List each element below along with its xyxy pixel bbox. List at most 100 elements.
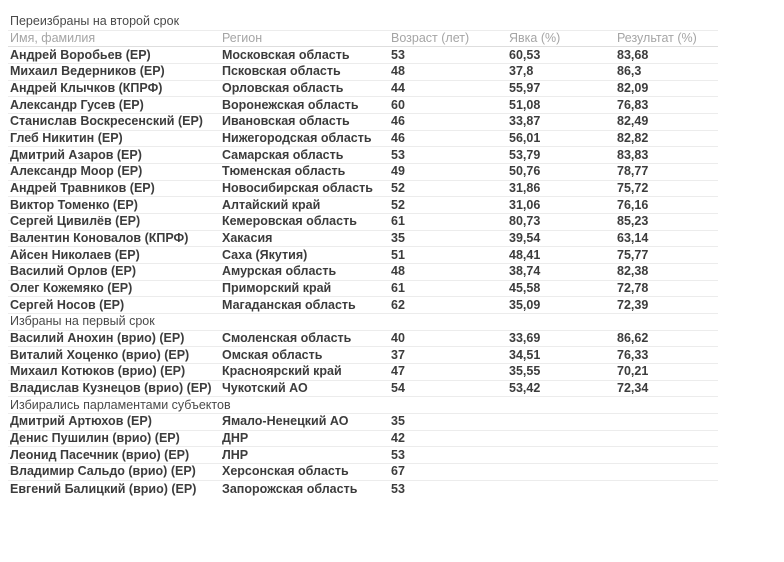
cell-region: Херсонская область <box>222 464 349 479</box>
section-header-row: Избирались парламентами субъектов <box>8 397 718 415</box>
table-row: Станислав Воскресенский (ЕР) Ивановская о… <box>8 114 718 131</box>
table-row: Дмитрий Азаров (ЕР) Самарская область 53 53… <box>8 147 718 165</box>
cell-age: 46 <box>391 131 405 146</box>
table-row: Сергей Носов (ЕР) Магаданская область 62 35… <box>8 297 718 315</box>
cell-result: 76,83 <box>617 97 649 112</box>
cell-region: Запорожская область <box>222 481 358 496</box>
cell-turnout: 80,73 <box>509 214 541 229</box>
cell-name: Василий Орлов (ЕР) <box>10 264 137 279</box>
cell-region: Воронежская область <box>222 97 359 112</box>
cell-result: 76,16 <box>617 197 649 212</box>
cell-turnout: 50,76 <box>509 164 541 179</box>
cell-turnout: 51,08 <box>509 97 541 112</box>
cell-name: Андрей Воробьев (ЕР) <box>10 47 151 62</box>
table-row: Виктор Томенко (ЕР) Алтайский край 52 31,06… <box>8 197 718 215</box>
cell-turnout: 60,53 <box>509 47 541 62</box>
table-row: Айсен Николаев (ЕР) Саха (Якутия) 51 48,41 7… <box>8 247 718 265</box>
cell-region: Приморский край <box>222 281 332 296</box>
cell-name: Станислав Воскресенский (ЕР) <box>10 114 203 129</box>
cell-age: 53 <box>391 47 405 62</box>
cell-turnout: 38,74 <box>509 264 541 279</box>
section-title: Избирались парламентами субъектов <box>10 397 231 412</box>
cell-age: 54 <box>391 381 405 396</box>
cell-result: 75,72 <box>617 181 649 196</box>
cell-result: 76,33 <box>617 347 649 362</box>
cell-region: Псковская область <box>222 64 341 79</box>
cell-region: Чукотский АО <box>222 381 308 396</box>
cell-result: 83,83 <box>617 147 649 162</box>
table-row: Василий Орлов (ЕР) Амурская область 48 38,7… <box>8 264 718 281</box>
cell-name: Дмитрий Азаров (ЕР) <box>10 147 142 162</box>
table-row: Василий Анохин (врио) (ЕР) Смоленская обл… <box>8 331 718 348</box>
table-row: Глеб Никитин (ЕР) Нижегородская область 46… <box>8 131 718 148</box>
cell-name: Глеб Никитин (ЕР) <box>10 131 123 146</box>
cell-region: Саха (Якутия) <box>222 247 308 262</box>
cell-age: 48 <box>391 264 405 279</box>
cell-region: Орловская область <box>222 81 344 96</box>
cell-age: 53 <box>391 481 405 496</box>
cell-name: Михаил Котюков (врио) (ЕР) <box>10 364 186 379</box>
cell-region: Самарская область <box>222 147 344 162</box>
cell-region: Магаданская область <box>222 297 356 312</box>
cell-age: 37 <box>391 347 405 362</box>
table-row: Андрей Воробьев (ЕР) Московская область 53… <box>8 47 718 65</box>
cell-name: Владислав Кузнецов (врио) (ЕР) <box>10 381 212 396</box>
cell-name: Андрей Клычков (КПРФ) <box>10 81 163 96</box>
section-header-row: Избраны на первый срок <box>8 314 718 331</box>
table-row: Евгений Балицкий (врио) (ЕР) Запорожская … <box>8 481 718 498</box>
cell-name: Александр Моор (ЕР) <box>10 164 143 179</box>
cell-region: Тюменская область <box>222 164 346 179</box>
column-header-region: Регион <box>222 31 263 45</box>
cell-region: Амурская область <box>222 264 337 279</box>
cell-region: Московская область <box>222 47 350 62</box>
cell-result: 83,68 <box>617 47 649 62</box>
cell-result: 86,62 <box>617 331 649 346</box>
cell-name: Айсен Николаев (ЕР) <box>10 247 140 262</box>
cell-region: ДНР <box>222 431 249 446</box>
cell-turnout: 39,54 <box>509 231 541 246</box>
cell-region: Ямало-Ненецкий АО <box>222 414 349 429</box>
cell-turnout: 56,01 <box>509 131 541 146</box>
cell-age: 48 <box>391 64 405 79</box>
cell-turnout: 33,87 <box>509 114 541 129</box>
cell-region: Смоленская область <box>222 331 352 346</box>
cell-name: Денис Пушилин (врио) (ЕР) <box>10 431 180 446</box>
cell-result: 72,34 <box>617 381 649 396</box>
cell-result: 78,77 <box>617 164 649 179</box>
cell-name: Леонид Пасечник (врио) (ЕР) <box>10 447 190 462</box>
cell-turnout: 48,41 <box>509 247 541 262</box>
cell-turnout: 35,55 <box>509 364 541 379</box>
cell-name: Сергей Цивилёв (ЕР) <box>10 214 141 229</box>
cell-age: 62 <box>391 297 405 312</box>
column-header-turnout: Явка (%) <box>509 31 561 45</box>
table-row: Денис Пушилин (врио) (ЕР) ДНР 42 <box>8 431 718 448</box>
cell-age: 47 <box>391 364 405 379</box>
cell-age: 53 <box>391 147 405 162</box>
cell-age: 35 <box>391 231 405 246</box>
cell-result: 82,82 <box>617 131 649 146</box>
cell-name: Виталий Хоценко (врио) (ЕР) <box>10 347 190 362</box>
cell-region: ЛНР <box>222 447 249 462</box>
cell-turnout: 55,97 <box>509 81 541 96</box>
cell-age: 49 <box>391 164 405 179</box>
cell-result: 82,09 <box>617 81 649 96</box>
cell-age: 44 <box>391 81 405 96</box>
cell-turnout: 45,58 <box>509 281 541 296</box>
table-row: Олег Кожемяко (ЕР) Приморский край 61 45,58… <box>8 281 718 298</box>
cell-age: 61 <box>391 214 405 229</box>
column-header-name: Имя, фамилия <box>10 31 96 45</box>
section-header-row: Переизбраны на второй срок <box>8 14 718 31</box>
section-title: Избраны на первый срок <box>10 314 155 329</box>
cell-region: Алтайский край <box>222 197 321 212</box>
table-row: Андрей Клычков (КПРФ) Орловская область 44… <box>8 81 718 98</box>
cell-turnout: 35,09 <box>509 297 541 312</box>
cell-name: Дмитрий Артюхов (ЕР) <box>10 414 152 429</box>
cell-region: Новосибирская область <box>222 181 373 196</box>
cell-result: 70,21 <box>617 364 649 379</box>
table-row: Леонид Пасечник (врио) (ЕР) ЛНР 53 <box>8 447 718 465</box>
cell-result: 82,38 <box>617 264 649 279</box>
cell-age: 35 <box>391 414 405 429</box>
cell-name: Владимир Сальдо (врио) (ЕР) <box>10 464 196 479</box>
cell-turnout: 37,8 <box>509 64 534 79</box>
cell-age: 52 <box>391 197 405 212</box>
